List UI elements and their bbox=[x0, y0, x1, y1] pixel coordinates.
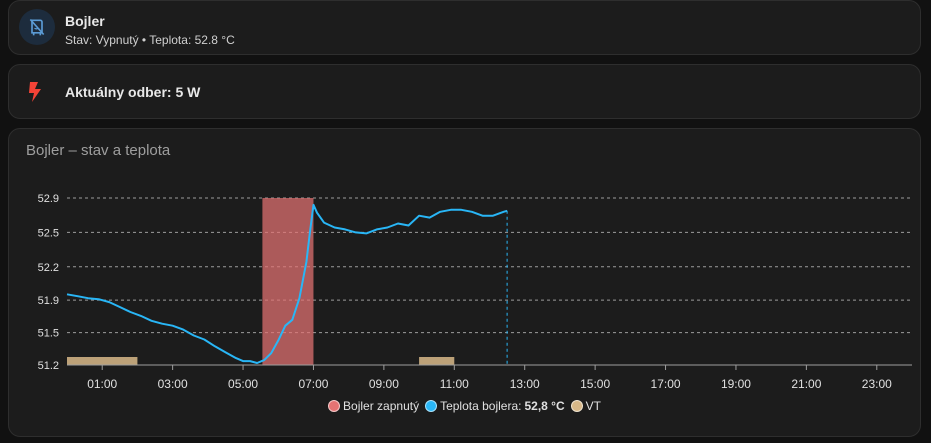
x-tick-label: 07:00 bbox=[298, 377, 328, 391]
y-tick-label: 51.9 bbox=[38, 295, 59, 307]
legend-item-vt[interactable]: VT bbox=[570, 399, 601, 413]
chart-card: Bojler – stav a teplota 52.9 52.5 52.2 51.9… bbox=[8, 128, 921, 437]
y-tick-label: 51.5 bbox=[38, 328, 59, 340]
legend-value-temperature: 52,8 °C bbox=[524, 399, 565, 413]
boiler-name: Bojler bbox=[65, 13, 105, 29]
x-tick-label: 03:00 bbox=[158, 377, 188, 391]
water-boiler-off-icon[interactable] bbox=[19, 9, 55, 45]
chart-legend: Bojler zapnutý Teplota bojlera: 52,8 °C … bbox=[9, 399, 920, 413]
x-tick-label: 13:00 bbox=[510, 377, 540, 391]
legend-swatch-vt bbox=[570, 400, 583, 412]
y-tick-label: 52.2 bbox=[38, 262, 59, 274]
history-chart[interactable]: 52.9 52.5 52.2 51.9 51.5 51.2 01:00 03:00 05:00 0… bbox=[9, 129, 920, 399]
x-tick-label: 01:00 bbox=[87, 377, 117, 391]
vt-band bbox=[419, 357, 455, 365]
legend-label-temperature: Teplota bojlera: bbox=[440, 399, 522, 413]
temperature-line bbox=[66, 203, 508, 364]
x-tick-label: 05:00 bbox=[228, 377, 258, 391]
flash-icon bbox=[27, 81, 45, 108]
x-tick-label: 17:00 bbox=[651, 377, 681, 391]
legend-item-temperature[interactable]: Teplota bojlera: 52,8 °C bbox=[425, 399, 565, 413]
power-consumption-label: Aktuálny odber: 5 W bbox=[65, 84, 201, 100]
y-tick-label: 52.5 bbox=[38, 227, 59, 239]
legend-swatch-temperature bbox=[425, 400, 438, 412]
x-tick-label: 19:00 bbox=[721, 377, 751, 391]
x-tick-label: 15:00 bbox=[580, 377, 610, 391]
vt-band bbox=[67, 357, 138, 365]
chart-title: Bojler – stav a teplota bbox=[26, 142, 171, 159]
legend-swatch-heating bbox=[328, 400, 341, 412]
legend-item-heating-on[interactable]: Bojler zapnutý bbox=[328, 399, 419, 413]
legend-label-heating: Bojler zapnutý bbox=[343, 399, 420, 413]
y-tick-label: 51.2 bbox=[38, 360, 59, 372]
x-tick-label: 21:00 bbox=[791, 377, 821, 391]
x-tick-label: 09:00 bbox=[369, 377, 399, 391]
y-tick-label: 52.9 bbox=[38, 193, 59, 205]
power-card[interactable]: Aktuálny odber: 5 W bbox=[8, 64, 921, 119]
heating-on-band bbox=[262, 198, 314, 365]
boiler-state-line: Stav: Vypnutý • Teplota: 52.8 °C bbox=[65, 33, 235, 47]
legend-label-vt: VT bbox=[585, 399, 601, 413]
boiler-card[interactable]: Bojler Stav: Vypnutý • Teplota: 52.8 °C bbox=[8, 0, 921, 55]
x-tick-label: 11:00 bbox=[440, 377, 469, 391]
x-tick-label: 23:00 bbox=[862, 377, 892, 391]
